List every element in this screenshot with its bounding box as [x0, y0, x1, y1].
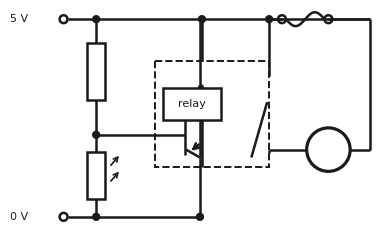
- Circle shape: [198, 16, 205, 23]
- Bar: [156, 61, 269, 167]
- Bar: [163, 88, 221, 120]
- Bar: [87, 43, 105, 100]
- Circle shape: [266, 16, 272, 23]
- Text: 0 V: 0 V: [10, 212, 28, 222]
- Text: relay: relay: [178, 99, 206, 109]
- Bar: [87, 152, 105, 199]
- Circle shape: [93, 213, 100, 220]
- Circle shape: [93, 16, 100, 23]
- Circle shape: [93, 131, 100, 138]
- Circle shape: [307, 128, 350, 171]
- Circle shape: [196, 213, 203, 220]
- Text: 5 V: 5 V: [10, 14, 28, 24]
